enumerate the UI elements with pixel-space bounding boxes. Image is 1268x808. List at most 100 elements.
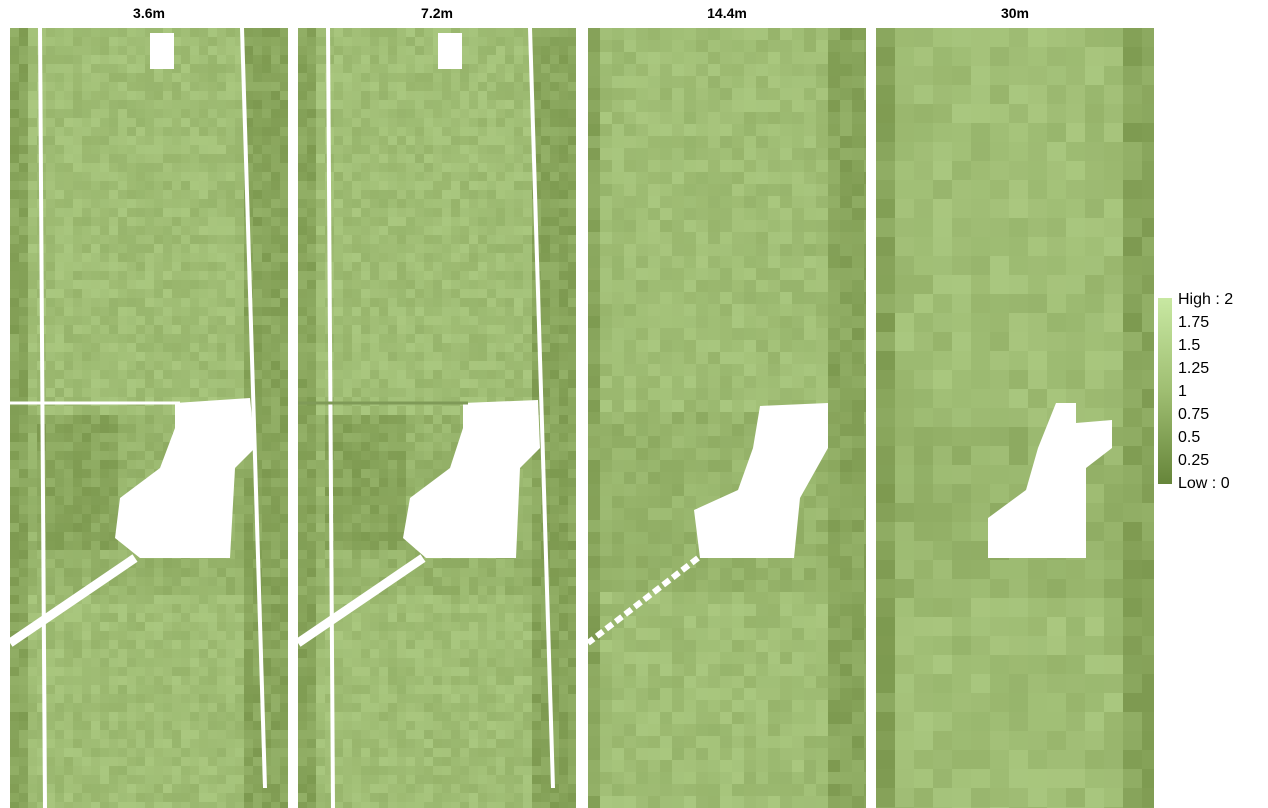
raster-cell (433, 163, 443, 173)
raster-cell (226, 136, 236, 146)
raster-cell (550, 460, 560, 470)
raster-cell (226, 199, 236, 209)
raster-cell (343, 478, 353, 488)
raster-cell (190, 703, 200, 713)
raster-cell (397, 244, 407, 254)
raster-cell (433, 55, 443, 65)
raster-cell (487, 613, 497, 623)
raster-cell (451, 343, 461, 353)
raster-cell (73, 676, 83, 686)
raster-cell (271, 118, 281, 128)
raster-cell (190, 334, 200, 344)
raster-cell (64, 469, 74, 479)
raster-cell (280, 28, 290, 38)
raster-cell (55, 100, 65, 110)
raster-cell (487, 604, 497, 614)
raster-cell (253, 613, 263, 623)
raster-cell (388, 676, 398, 686)
raster-cell (262, 757, 272, 767)
raster-cell (154, 694, 164, 704)
raster-cell (64, 280, 74, 290)
raster-cell (109, 370, 119, 380)
raster-cell (397, 505, 407, 515)
raster-cell (235, 469, 245, 479)
raster-cell (307, 388, 317, 398)
raster-cell (73, 352, 83, 362)
raster-cell (568, 244, 578, 254)
raster-cell (64, 145, 74, 155)
raster-cell (352, 181, 362, 191)
raster-cell (109, 523, 119, 533)
raster-cell (46, 478, 56, 488)
raster-cell (127, 766, 137, 776)
raster-cell (145, 595, 155, 605)
raster-cell (136, 559, 146, 569)
raster-cell (28, 64, 38, 74)
raster-cell (496, 226, 506, 236)
raster-cell (10, 190, 20, 200)
raster-cell (55, 289, 65, 299)
raster-cell (73, 460, 83, 470)
raster-cell (460, 586, 470, 596)
raster-cell (271, 397, 281, 407)
raster-cell (487, 622, 497, 632)
raster-cell (307, 235, 317, 245)
raster-cell (523, 73, 533, 83)
raster-cell (109, 730, 119, 740)
raster-cell (163, 217, 173, 227)
raster-cell (181, 739, 191, 749)
no-data-area (150, 33, 174, 69)
raster-cell (298, 334, 308, 344)
raster-cell (46, 487, 56, 497)
raster-cell (307, 199, 317, 209)
raster-cell (496, 217, 506, 227)
raster-cell (316, 613, 326, 623)
raster-cell (496, 199, 506, 209)
raster-cell (370, 163, 380, 173)
raster-cell (388, 280, 398, 290)
raster-cell (64, 343, 74, 353)
raster-cell (379, 415, 389, 425)
raster-cell (280, 91, 290, 101)
raster-cell (424, 271, 434, 281)
raster-cell (217, 217, 227, 227)
raster-cell (532, 136, 542, 146)
raster-cell (397, 559, 407, 569)
raster-cell (433, 82, 443, 92)
raster-cell (280, 703, 290, 713)
raster-cell (298, 316, 308, 326)
raster-cell (487, 334, 497, 344)
raster-cell (262, 379, 272, 389)
raster-cell (55, 739, 65, 749)
raster-cell (496, 154, 506, 164)
raster-cell (361, 82, 371, 92)
raster-cell (145, 388, 155, 398)
raster-cell (154, 586, 164, 596)
raster-cell (280, 352, 290, 362)
raster-cell (127, 325, 137, 335)
raster-cell (253, 703, 263, 713)
raster-cell (235, 748, 245, 758)
raster-cell (10, 766, 20, 776)
raster-cell (370, 568, 380, 578)
raster-cell (460, 370, 470, 380)
raster-cell (19, 559, 29, 569)
raster-cell (136, 91, 146, 101)
raster-cell (64, 379, 74, 389)
raster-cell (28, 595, 38, 605)
raster-cell (19, 217, 29, 227)
raster-cell (163, 154, 173, 164)
raster-cell (433, 109, 443, 119)
raster-cell (109, 766, 119, 776)
raster-cell (487, 280, 497, 290)
raster-cell (280, 226, 290, 236)
raster-cell (433, 136, 443, 146)
raster-cell (343, 424, 353, 434)
raster-cell (19, 127, 29, 137)
raster-cell (442, 379, 452, 389)
raster-cell (262, 559, 272, 569)
raster-cell (136, 433, 146, 443)
raster-cell (235, 199, 245, 209)
raster-cell (226, 271, 236, 281)
raster-cell (163, 91, 173, 101)
